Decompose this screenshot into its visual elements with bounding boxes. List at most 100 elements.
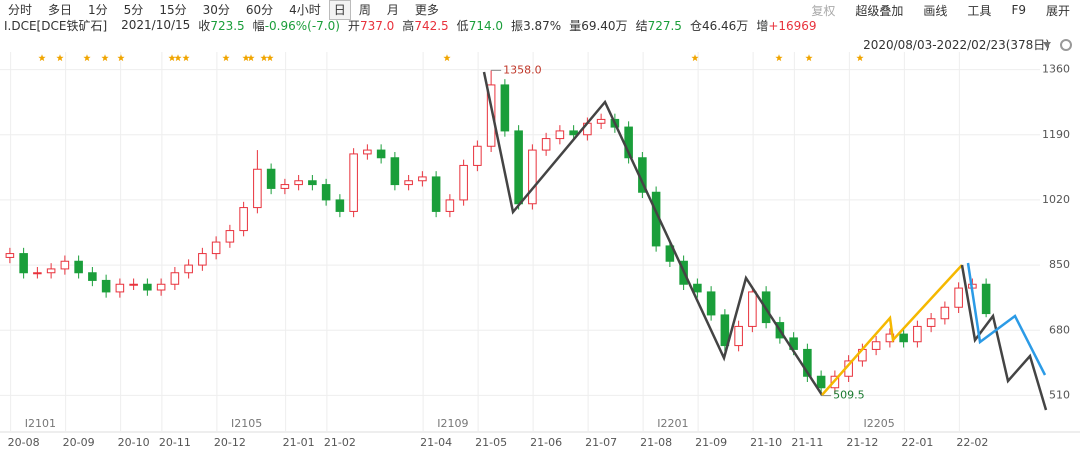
- x-tick-label: 21-02: [324, 436, 356, 449]
- dropdown-icon: [1043, 42, 1051, 48]
- candle-body: [335, 199, 345, 212]
- x-tick-label: 20-10: [118, 436, 150, 449]
- candle-body: [321, 184, 331, 201]
- annotation-label: 1358.0: [503, 63, 542, 76]
- x-tick-label: 21-10: [750, 436, 782, 449]
- field-value: 737.0: [359, 18, 395, 33]
- event-star: [856, 54, 864, 62]
- tool-button[interactable]: 工具: [967, 3, 992, 18]
- field-label: 开: [347, 18, 360, 33]
- event-star: [242, 54, 250, 62]
- period-tab[interactable]: 4小时: [289, 3, 321, 17]
- trendline: [960, 264, 1048, 411]
- period-tab[interactable]: 60分: [245, 3, 274, 17]
- tool-button[interactable]: 画线: [923, 3, 948, 18]
- tool-button[interactable]: F9: [1011, 3, 1026, 17]
- candle-body: [816, 375, 826, 389]
- event-star: [691, 54, 699, 62]
- candle-body: [198, 253, 207, 266]
- x-tick-label: 20-08: [8, 436, 40, 449]
- period-tab[interactable]: 1分: [88, 3, 108, 17]
- candle-body: [156, 283, 166, 291]
- period-tab[interactable]: 5分: [123, 3, 144, 17]
- candle-body: [253, 168, 262, 209]
- info-field: 振3.87%: [511, 17, 561, 34]
- period-tab[interactable]: 更多: [414, 3, 439, 17]
- y-tick-label: 510: [1049, 388, 1070, 401]
- period-tab[interactable]: 分时: [8, 3, 33, 17]
- candle-body: [734, 325, 743, 347]
- candle-body: [528, 149, 537, 205]
- x-tick-label: 21-05: [475, 436, 507, 449]
- event-star: [83, 54, 91, 62]
- x-tick-label: 22-01: [901, 436, 933, 449]
- x-tick-label: 21-09: [695, 436, 727, 449]
- candle-body: [349, 153, 358, 212]
- candle-body: [940, 306, 950, 320]
- candle-body: [101, 279, 111, 293]
- x-tick-label: 21-07: [585, 436, 617, 449]
- drawn-trendlines: [482, 71, 1048, 411]
- candle-body: [981, 283, 991, 315]
- event-star: [260, 54, 268, 62]
- field-value: +16969: [768, 18, 817, 33]
- info-field: 结727.5: [636, 17, 682, 34]
- y-tick-label: 1360: [1042, 63, 1070, 76]
- tool-button[interactable]: 超级叠加: [855, 3, 904, 18]
- candle-body: [280, 184, 290, 189]
- x-tick-label: 21-12: [846, 436, 878, 449]
- event-star: [117, 54, 125, 62]
- date: 2021/10/15: [121, 18, 191, 32]
- candle-body: [418, 176, 427, 182]
- candle-body: [473, 145, 482, 166]
- field-label: 振: [511, 18, 524, 33]
- field-label: 高: [402, 18, 415, 33]
- contract-label: I2201: [657, 417, 688, 430]
- candle-body: [665, 245, 675, 262]
- tool-button[interactable]: 复权: [811, 3, 836, 18]
- candle-body: [445, 199, 455, 212]
- settings-icon[interactable]: [1060, 39, 1072, 51]
- field-label: 仓: [689, 18, 702, 33]
- field-label: 收: [198, 18, 211, 33]
- event-star: [38, 54, 46, 62]
- candle-body: [211, 241, 221, 255]
- x-tick-label: 21-01: [283, 436, 315, 449]
- field-label: 低: [456, 18, 469, 33]
- candle-body: [720, 314, 730, 347]
- period-tab[interactable]: 月: [386, 3, 399, 17]
- x-tick-label: 22-02: [956, 436, 988, 449]
- info-bar: I.DCE[DCE铁矿石] 2021/10/15 收723.5 幅-0.96%(-…: [0, 16, 817, 34]
- tool-button[interactable]: 展开: [1045, 3, 1070, 18]
- period-tab[interactable]: 日: [328, 0, 351, 20]
- field-value: 723.5: [210, 18, 245, 33]
- candle-body: [308, 180, 317, 186]
- period-tabs: 分时 多日 1分 5分 15分 30分 60分 4小时日周 月 更多: [0, 0, 447, 20]
- candle-body: [913, 325, 922, 343]
- x-tick-label: 20-12: [214, 436, 246, 449]
- trendline: [966, 262, 1047, 376]
- period-tab[interactable]: 周: [358, 3, 371, 17]
- y-tick-label: 1020: [1042, 193, 1070, 206]
- contract-label: I2109: [437, 417, 468, 430]
- field-value: 69.40万: [581, 18, 628, 33]
- trendline: [482, 71, 824, 396]
- field-value: 3.87%: [523, 18, 562, 33]
- period-tab[interactable]: 30分: [202, 3, 230, 17]
- field-label: 量: [569, 18, 582, 33]
- candle-body: [706, 291, 716, 316]
- candle-body: [363, 149, 372, 155]
- candle-body: [596, 118, 606, 124]
- period-tab[interactable]: 多日: [48, 3, 73, 17]
- event-star: [805, 54, 813, 62]
- candle-body: [376, 149, 386, 159]
- event-star: [222, 54, 230, 62]
- candle-body: [748, 291, 757, 327]
- date-range[interactable]: 2020/08/03-2022/02/23(378日): [863, 38, 1050, 52]
- candle-body: [500, 84, 510, 132]
- info-field: 低714.0: [457, 17, 503, 34]
- period-tab[interactable]: 15分: [159, 3, 187, 17]
- candle-body: [239, 207, 248, 232]
